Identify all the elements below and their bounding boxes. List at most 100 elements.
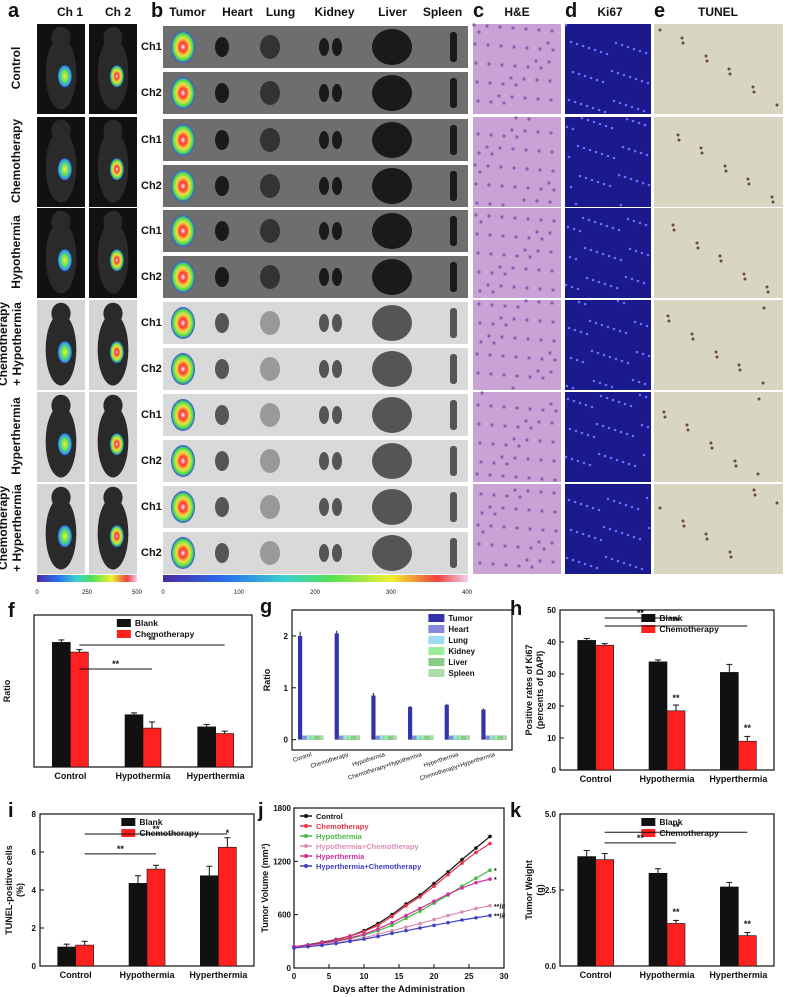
- ki67-nucleus: [589, 76, 593, 80]
- bar-liver: [351, 735, 356, 740]
- ki67-nucleus: [568, 255, 572, 259]
- he-nucleus: [476, 403, 480, 407]
- organ-lung: [260, 265, 280, 289]
- ki67-nucleus: [569, 185, 573, 189]
- series-point: [474, 906, 478, 911]
- ki67-nucleus: [583, 302, 587, 306]
- legend-label: Heart: [448, 625, 469, 634]
- ki67-nucleus: [612, 99, 616, 103]
- ki67-nucleus: [641, 352, 645, 356]
- ki67-nucleus: [626, 217, 630, 221]
- he-nucleus: [474, 182, 478, 186]
- bar-blank: [52, 642, 71, 768]
- he-nucleus: [526, 186, 530, 190]
- bar-chemotherapy: [70, 651, 89, 768]
- tumor-signal: [57, 65, 72, 88]
- col-head-spleen: Spleen: [422, 5, 463, 19]
- ki67-nucleus: [574, 257, 578, 261]
- ki67-nucleus: [567, 326, 571, 330]
- ki67-nucleus: [587, 46, 591, 50]
- ki67-nucleus: [608, 527, 612, 531]
- series-point: [432, 884, 436, 889]
- ki67-nucleus: [596, 180, 600, 184]
- organ-lung: [260, 403, 280, 427]
- ki67-nucleus: [625, 432, 629, 436]
- ki67-nucleus: [621, 460, 625, 464]
- x-tick-label: Control: [60, 970, 92, 980]
- he-nucleus: [489, 133, 493, 137]
- ki67-nucleus: [566, 397, 570, 401]
- he-nucleus: [489, 372, 493, 376]
- he-nucleus: [524, 299, 528, 303]
- he-nucleus: [548, 79, 552, 83]
- he-nucleus: [492, 341, 496, 345]
- ki67-nucleus: [647, 354, 651, 358]
- legend-swatch: [116, 619, 131, 627]
- ki67-nucleus: [571, 70, 575, 74]
- panel-letter-i: i: [8, 800, 14, 822]
- ki67-nucleus: [638, 221, 642, 225]
- he-nucleus: [529, 546, 533, 550]
- he-nucleus: [497, 94, 501, 98]
- he-nucleus: [526, 65, 530, 69]
- significance-mark: **: [152, 824, 160, 834]
- he-nucleus: [480, 391, 484, 395]
- he-nucleus: [513, 216, 517, 220]
- legend-label: Chemotherapy: [659, 828, 719, 838]
- y-tick-label: 10: [547, 734, 556, 743]
- ki67-nucleus: [592, 435, 596, 439]
- organ-liver: [372, 122, 412, 158]
- he-nucleus: [473, 163, 477, 167]
- he-nucleus: [514, 355, 518, 359]
- ki67-nucleus: [571, 558, 575, 562]
- series-point: [418, 909, 422, 913]
- legend-swatch: [428, 636, 445, 644]
- organ-kidney-right: [332, 360, 342, 378]
- ki67-nucleus: [615, 286, 619, 290]
- ki67-nucleus: [575, 530, 579, 534]
- series-point: [488, 877, 492, 881]
- tunel-spot: [751, 85, 755, 89]
- ki67-nucleus: [639, 151, 643, 155]
- mouse-head: [51, 26, 71, 49]
- ki67-nucleus: [571, 386, 575, 390]
- legend-label: Chemotherapy: [139, 828, 199, 838]
- ki67-nucleus: [607, 426, 611, 430]
- organ-spleen: [450, 171, 457, 201]
- bar-blank: [648, 661, 668, 771]
- y-tick-label: 0: [552, 766, 557, 775]
- he-nucleus: [516, 305, 520, 309]
- organ-spleen: [450, 125, 457, 155]
- he-nucleus: [499, 284, 503, 288]
- x-tick-label: Hyperthermia: [709, 970, 768, 980]
- legend-label: Hypothermia+Chemotherapy: [316, 842, 420, 851]
- ki67-nucleus: [606, 154, 610, 158]
- he-nucleus: [478, 289, 482, 293]
- channel-label: Ch2: [141, 455, 162, 467]
- organ-kidney-right: [332, 222, 342, 240]
- he-nucleus: [524, 419, 528, 423]
- significance-mark: **: [637, 833, 645, 843]
- ki67-nucleus: [638, 393, 642, 397]
- tunel-spot: [662, 410, 666, 414]
- ki67-nucleus: [585, 332, 589, 336]
- organ-lung: [260, 35, 280, 59]
- he-nucleus: [528, 375, 532, 379]
- ki67-nucleus: [637, 121, 641, 125]
- y-axis-label: Tumor Weight(g): [524, 860, 545, 920]
- he-nucleus: [513, 456, 517, 460]
- he-nucleus: [499, 316, 503, 320]
- ki67-nucleus: [620, 359, 624, 363]
- ki67-nucleus: [616, 299, 620, 303]
- bar-significance: **: [744, 723, 752, 733]
- he-nucleus: [505, 494, 509, 498]
- y-tick-label: 0: [32, 962, 37, 971]
- he-nucleus: [472, 23, 476, 27]
- bar-heart: [485, 735, 490, 740]
- legend-label: Control: [316, 812, 343, 821]
- tunel-spot: [723, 164, 727, 168]
- tunel-spot: [663, 415, 667, 419]
- series-point: [460, 857, 464, 862]
- he-nucleus: [485, 24, 489, 28]
- ki67-nucleus: [578, 174, 582, 178]
